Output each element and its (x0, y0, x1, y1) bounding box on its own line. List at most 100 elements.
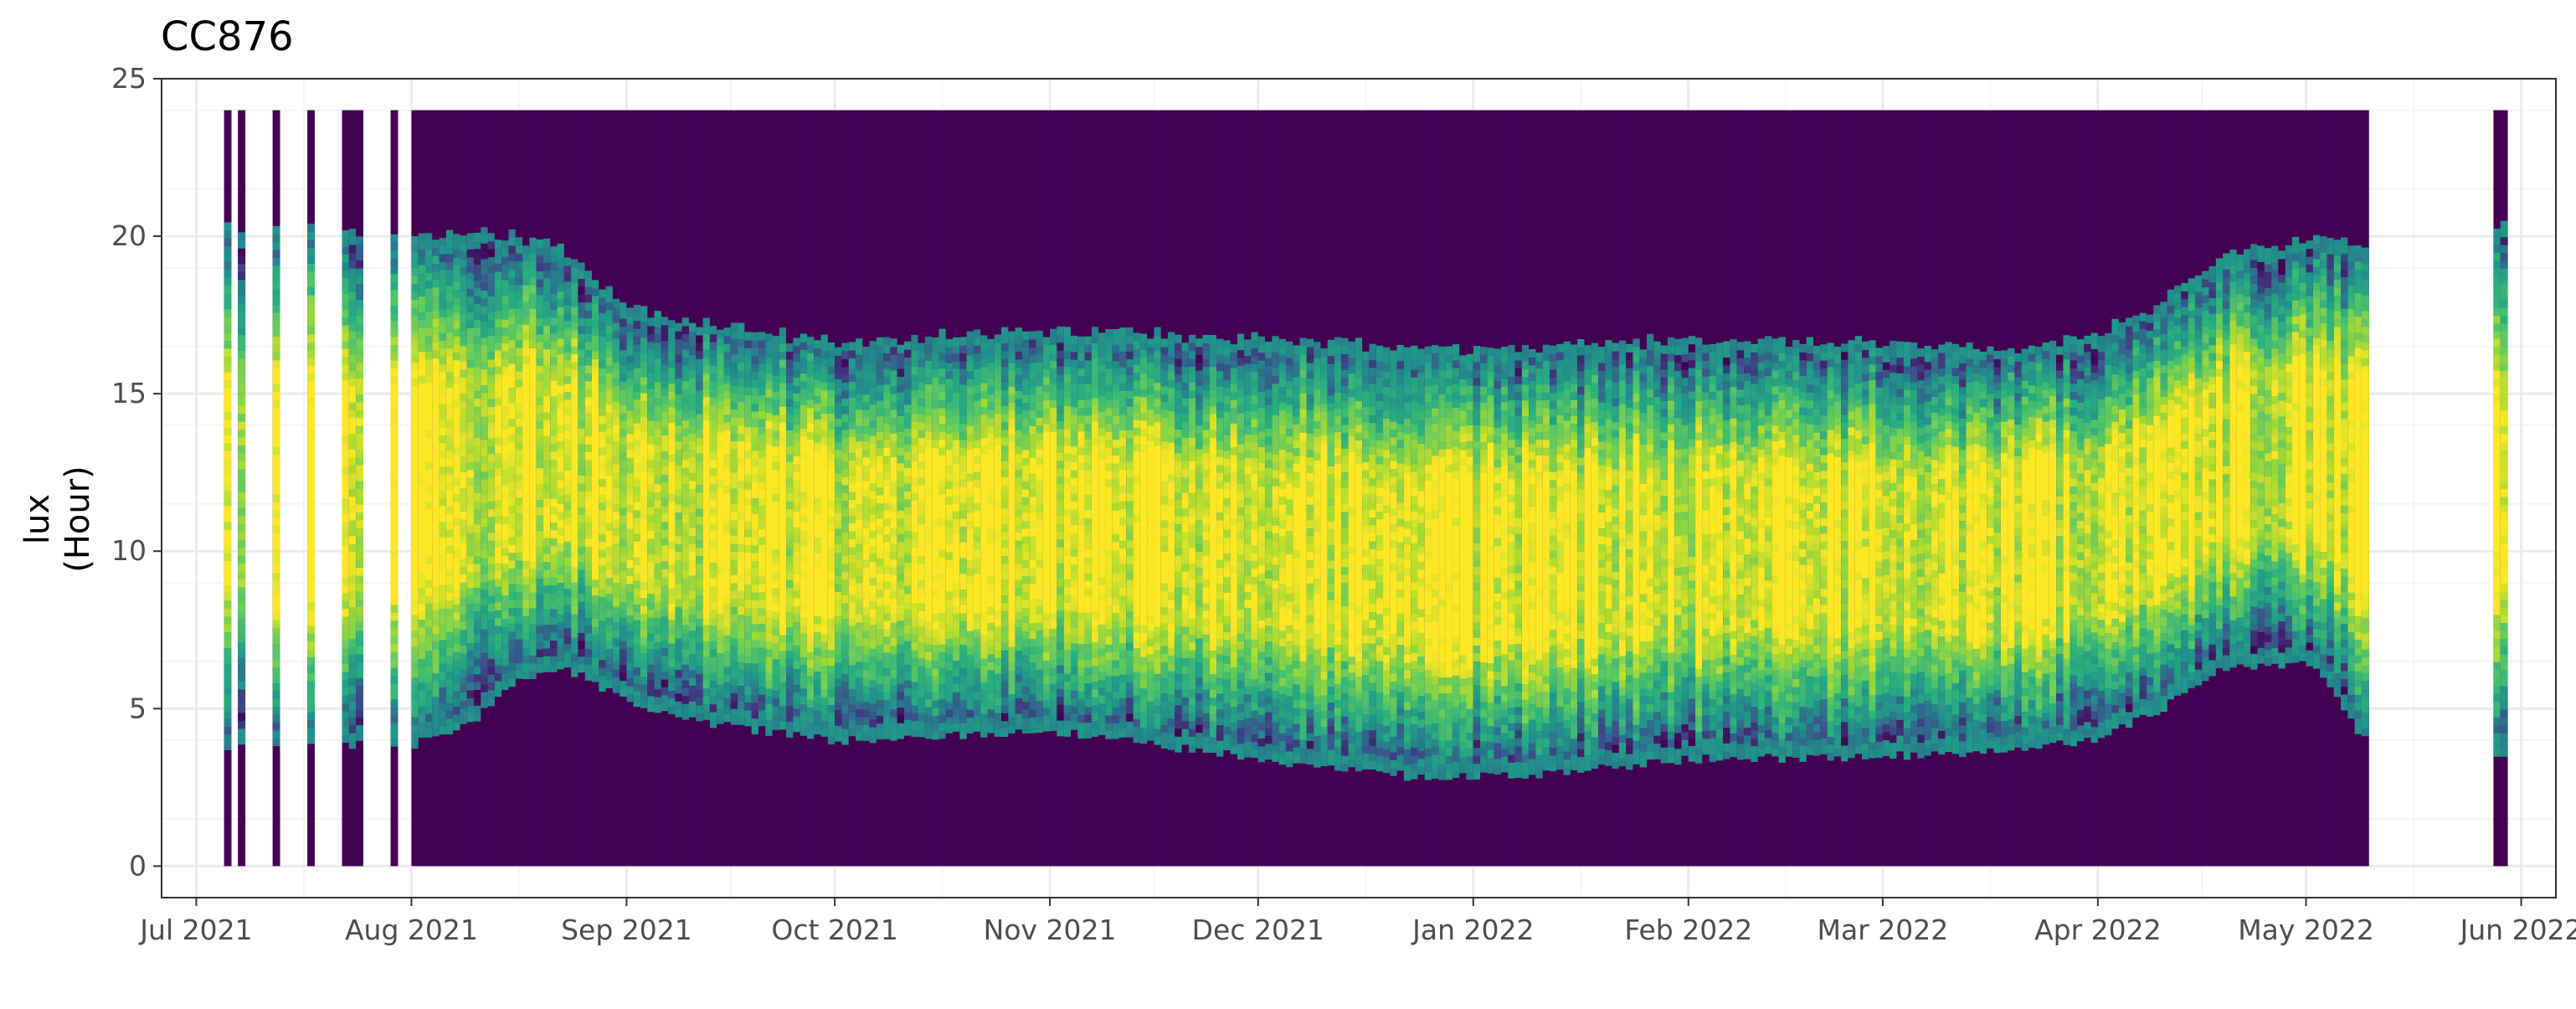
heatmap-cell (356, 717, 364, 726)
heatmap-cell (869, 718, 877, 728)
heatmap-cell (932, 731, 940, 740)
heatmap-cell (883, 415, 892, 425)
heatmap-cell (938, 430, 947, 440)
heatmap-cell (418, 469, 426, 478)
heatmap-cell (307, 735, 315, 744)
heatmap-cell (835, 599, 843, 608)
heatmap-cell (918, 610, 926, 620)
heatmap-cell (862, 433, 871, 442)
heatmap-cell (883, 596, 892, 605)
heatmap-cell (445, 253, 454, 262)
heatmap-cell (591, 311, 599, 321)
heatmap-cell (418, 571, 426, 580)
heatmap-cell (911, 665, 919, 674)
heatmap-cell (626, 646, 635, 655)
heatmap-cell (904, 435, 912, 445)
heatmap-cell (425, 492, 433, 502)
heatmap-cell (481, 628, 489, 637)
heatmap-cell (723, 327, 732, 337)
heatmap-cell (841, 484, 850, 493)
heatmap-cell (411, 677, 419, 686)
heatmap-cell (862, 496, 871, 505)
heatmap-cell (709, 396, 717, 405)
heatmap-cell (890, 621, 898, 631)
heatmap-cell (689, 386, 697, 395)
heatmap-cell (348, 456, 357, 466)
heatmap-cell (709, 712, 717, 721)
heatmap-cell (675, 401, 683, 410)
heatmap-cell (445, 694, 454, 703)
heatmap-cell (501, 634, 510, 643)
heatmap-cell (481, 408, 489, 417)
heatmap-cell (820, 405, 829, 414)
heatmap-cell (904, 672, 912, 681)
heatmap-cell (890, 512, 898, 521)
heatmap-cell (348, 662, 357, 671)
heatmap-cell (717, 574, 725, 583)
heatmap-cell (487, 240, 496, 250)
heatmap-cell (855, 716, 863, 725)
heatmap-cell (453, 454, 461, 463)
heatmap-cell (487, 288, 496, 297)
heatmap-cell (758, 591, 766, 600)
heatmap-cell (626, 354, 635, 363)
heatmap-cell (432, 649, 440, 658)
heatmap-cell (717, 377, 725, 386)
heatmap-cell (536, 609, 544, 618)
heatmap-cell (709, 349, 717, 358)
heatmap-cell (730, 637, 738, 646)
heatmap-cell (563, 462, 572, 471)
heatmap-cell (626, 638, 635, 647)
heatmap-cell (953, 692, 960, 701)
heatmap-cell (238, 239, 246, 249)
heatmap-cell (591, 351, 599, 360)
heatmap-cell (959, 486, 968, 496)
heatmap-cell (453, 493, 461, 502)
heatmap-cell (883, 526, 892, 535)
heatmap-cell (696, 595, 704, 604)
chart-title: CC876 (161, 13, 294, 60)
heatmap-cell (654, 373, 662, 383)
heatmap-cell (765, 711, 774, 720)
heatmap-cell (466, 304, 475, 313)
heatmap-cell (307, 318, 315, 327)
heatmap-cell (342, 584, 350, 594)
heatmap-cell (425, 666, 433, 675)
heatmap-cell (730, 700, 738, 709)
heatmap-cell (751, 379, 759, 389)
heatmap-cell (356, 307, 364, 317)
heatmap-cell (848, 665, 856, 674)
heatmap-cell (675, 685, 683, 694)
heatmap-cell (800, 625, 808, 634)
heatmap-cell (938, 328, 947, 337)
heatmap-cell (584, 333, 593, 342)
heatmap-cell (723, 666, 732, 675)
heatmap-cell (647, 498, 656, 507)
heatmap-cell (738, 385, 745, 394)
heatmap-cell (765, 342, 774, 351)
heatmap-cell (238, 327, 246, 336)
heatmap-cell (668, 501, 676, 510)
heatmap-cell (348, 622, 357, 631)
heatmap-cell (820, 681, 829, 690)
heatmap-cell (522, 615, 530, 625)
heatmap-cell (883, 447, 892, 456)
heatmap-cell (439, 505, 447, 514)
heatmap-cell (696, 547, 704, 556)
heatmap-cell (966, 615, 974, 624)
heatmap-cell (953, 479, 960, 488)
heatmap-cell (515, 631, 523, 640)
heatmap-cell (668, 351, 676, 360)
heatmap-cell (932, 486, 940, 496)
heatmap-cell (820, 413, 829, 422)
heatmap-cell (605, 491, 614, 500)
heatmap-cell (460, 275, 468, 284)
heatmap-cell (876, 376, 884, 385)
heatmap-cell (550, 435, 558, 444)
heatmap-cell (348, 574, 357, 584)
heatmap-cell (820, 366, 829, 375)
heatmap-cell (460, 440, 468, 449)
heatmap-cell (224, 694, 232, 703)
heatmap-cell (508, 678, 517, 687)
heatmap-cell (966, 654, 974, 663)
